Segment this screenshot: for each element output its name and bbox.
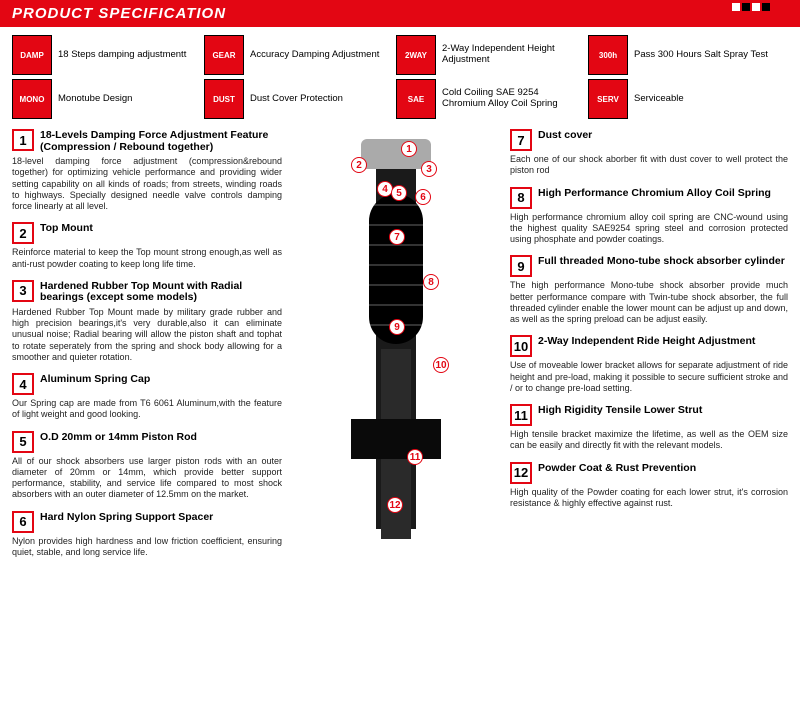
header-title: PRODUCT SPECIFICATION: [12, 5, 226, 22]
feature-icon: 300h: [588, 35, 628, 75]
top-feature-1: GEAR Accuracy Damping Adjustment: [204, 35, 384, 75]
spec-number: 4: [12, 373, 34, 395]
top-feature-7: SERV Serviceable: [588, 79, 768, 119]
spec-body: High performance chromium alloy coil spr…: [510, 212, 788, 246]
spec-number: 10: [510, 335, 532, 357]
feature-label: Serviceable: [634, 94, 684, 105]
top-features-grid: DAMP 18 Steps damping adjustmentt GEAR Accu…: [0, 27, 800, 123]
top-feature-3: 300h Pass 300 Hours Salt Spray Test: [588, 35, 768, 75]
spec-title: O.D 20mm or 14mm Piston Rod: [40, 431, 197, 444]
spec-item-12: 12 Powder Coat & Rust Prevention High qual…: [510, 462, 788, 510]
spec-item-2: 2 Top Mount Reinforce material to keep the…: [12, 222, 282, 270]
feature-icon: GEAR: [204, 35, 244, 75]
spec-body: High tensile bracket maximize the lifeti…: [510, 429, 788, 452]
specs-right: 7 Dust cover Each one of our shock aborber…: [510, 129, 788, 568]
spec-body: Use of moveable lower bracket allows for…: [510, 360, 788, 394]
spec-body: Hardened Rubber Top Mount made by milita…: [12, 307, 282, 363]
spec-number: 12: [510, 462, 532, 484]
spec-item-1: 1 18-Levels Damping Force Adjustment Feat…: [12, 129, 282, 212]
feature-icon: MONO: [12, 79, 52, 119]
spec-title: High Performance Chromium Alloy Coil Spr…: [538, 187, 771, 200]
top-feature-0: DAMP 18 Steps damping adjustmentt: [12, 35, 192, 75]
callout-8: 8: [423, 274, 439, 290]
feature-label: Dust Cover Protection: [250, 94, 343, 105]
spec-title: Powder Coat & Rust Prevention: [538, 462, 696, 475]
spec-title: Hard Nylon Spring Support Spacer: [40, 511, 213, 524]
spec-number: 5: [12, 431, 34, 453]
spec-title: Hardened Rubber Top Mount with Radial be…: [40, 280, 282, 304]
header-flag-icon: [732, 3, 770, 11]
feature-label: Pass 300 Hours Salt Spray Test: [634, 50, 768, 61]
spec-title: Full threaded Mono-tube shock absorber c…: [538, 255, 785, 268]
spec-item-9: 9 Full threaded Mono-tube shock absorber …: [510, 255, 788, 325]
callout-6: 6: [415, 189, 431, 205]
spec-item-5: 5 O.D 20mm or 14mm Piston Rod All of our s…: [12, 431, 282, 501]
feature-label: 18 Steps damping adjustmentt: [58, 50, 186, 61]
spec-body: Each one of our shock aborber fit with d…: [510, 154, 788, 177]
spec-item-3: 3 Hardened Rubber Top Mount with Radial b…: [12, 280, 282, 363]
spec-item-10: 10 2-Way Independent Ride Height Adjustme…: [510, 335, 788, 394]
spec-body: The high performance Mono-tube shock abs…: [510, 280, 788, 325]
spec-body: 18-level damping force adjustment (compr…: [12, 156, 282, 212]
feature-icon: DUST: [204, 79, 244, 119]
diagram-column: 123456789101112: [290, 129, 502, 568]
coilover-diagram: 123456789101112: [341, 139, 451, 559]
spec-number: 9: [510, 255, 532, 277]
spec-title: 2-Way Independent Ride Height Adjustment: [538, 335, 755, 348]
top-feature-6: SAE Cold Coiling SAE 9254 Chromium Alloy …: [396, 79, 576, 119]
feature-icon: SAE: [396, 79, 436, 119]
spec-number: 7: [510, 129, 532, 151]
callout-10: 10: [433, 357, 449, 373]
spec-title: Top Mount: [40, 222, 93, 235]
spec-body: Nylon provides high hardness and low fri…: [12, 536, 282, 559]
callout-1: 1: [401, 141, 417, 157]
feature-icon: SERV: [588, 79, 628, 119]
spec-body: Reinforce material to keep the Top mount…: [12, 247, 282, 270]
spec-title: Dust cover: [538, 129, 592, 142]
callout-9: 9: [389, 319, 405, 335]
spec-number: 1: [12, 129, 34, 151]
spec-number: 8: [510, 187, 532, 209]
spec-number: 11: [510, 404, 532, 426]
feature-label: Accuracy Damping Adjustment: [250, 50, 379, 61]
top-feature-5: DUST Dust Cover Protection: [204, 79, 384, 119]
feature-icon: 2WAY: [396, 35, 436, 75]
feature-icon: DAMP: [12, 35, 52, 75]
specs-left: 1 18-Levels Damping Force Adjustment Feat…: [12, 129, 282, 568]
header: PRODUCT SPECIFICATION: [0, 0, 800, 27]
feature-label: Monotube Design: [58, 94, 132, 105]
callout-5: 5: [391, 185, 407, 201]
spec-item-11: 11 High Rigidity Tensile Lower Strut High …: [510, 404, 788, 452]
spec-title: High Rigidity Tensile Lower Strut: [538, 404, 702, 417]
spec-item-4: 4 Aluminum Spring Cap Our Spring cap are m…: [12, 373, 282, 421]
callout-7: 7: [389, 229, 405, 245]
feature-label: 2-Way Independent Height Adjustment: [442, 44, 576, 66]
spec-body: Our Spring cap are made from T6 6061 Alu…: [12, 398, 282, 421]
feature-label: Cold Coiling SAE 9254 Chromium Alloy Coi…: [442, 88, 576, 110]
spec-item-8: 8 High Performance Chromium Alloy Coil Sp…: [510, 187, 788, 246]
main-content: 1 18-Levels Damping Force Adjustment Feat…: [0, 123, 800, 580]
spec-body: All of our shock absorbers use larger pi…: [12, 456, 282, 501]
spec-title: Aluminum Spring Cap: [40, 373, 150, 386]
spec-number: 2: [12, 222, 34, 244]
spec-item-6: 6 Hard Nylon Spring Support Spacer Nylon p…: [12, 511, 282, 559]
spec-title: 18-Levels Damping Force Adjustment Featu…: [40, 129, 282, 153]
top-feature-4: MONO Monotube Design: [12, 79, 192, 119]
spec-number: 3: [12, 280, 34, 302]
spec-number: 6: [12, 511, 34, 533]
spec-body: High quality of the Powder coating for e…: [510, 487, 788, 510]
callout-11: 11: [407, 449, 423, 465]
top-feature-2: 2WAY 2-Way Independent Height Adjustment: [396, 35, 576, 75]
spec-item-7: 7 Dust cover Each one of our shock aborber…: [510, 129, 788, 177]
callout-2: 2: [351, 157, 367, 173]
callout-12: 12: [387, 497, 403, 513]
callout-3: 3: [421, 161, 437, 177]
